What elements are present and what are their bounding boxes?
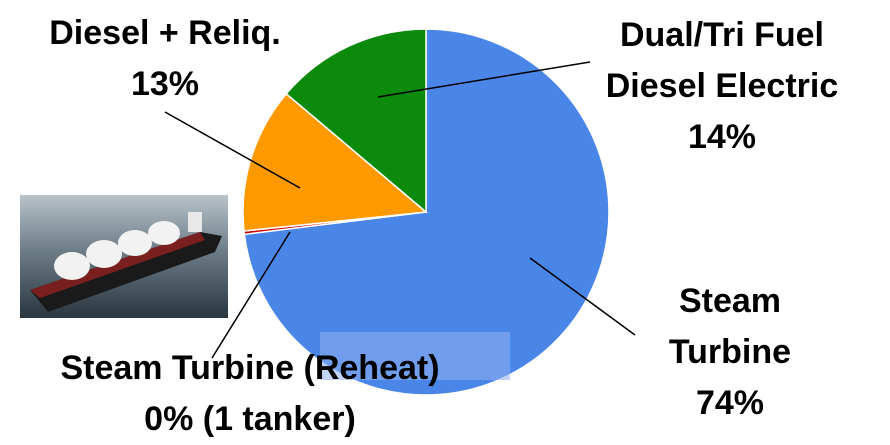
value-label: 0% (1 tanker) [144, 400, 356, 438]
value-label: 74% [695, 384, 765, 422]
slice-label: Dual/Tri Fuel Diesel Electric 14% [572, 10, 872, 163]
value-label: 13% [130, 65, 200, 103]
overlay [320, 332, 510, 380]
ship-photo [20, 195, 228, 318]
value-label: 14% [687, 118, 757, 156]
slice [242, 92, 428, 232]
slice-label: Diesel + Reliq. 13% [5, 8, 325, 110]
slice [285, 28, 427, 214]
slice-label: Steam Turbine 74% [650, 276, 810, 429]
category-label: Steam Turbine [668, 282, 792, 371]
leader-lines [164, 61, 636, 359]
category-label: Dual/Tri Fuel Diesel Electric [605, 16, 839, 105]
category-label: Steam Turbine (Reheat) [60, 349, 440, 387]
slice-label: Steam Turbine (Reheat) 0% (1 tanker) [0, 343, 510, 445]
category-label: Diesel + Reliq. [49, 14, 281, 52]
